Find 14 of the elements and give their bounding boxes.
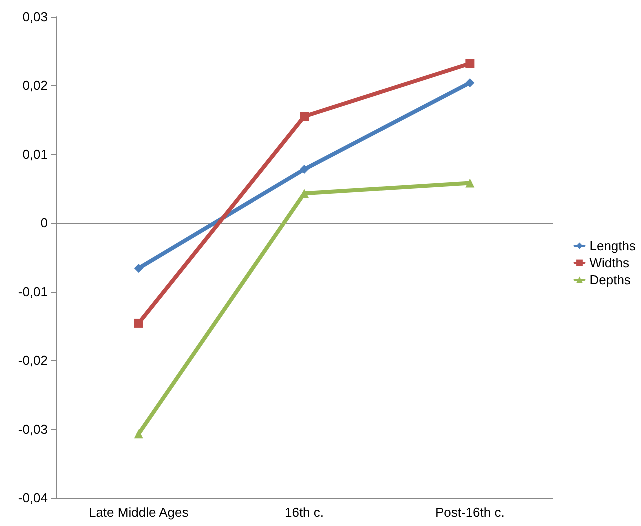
legend-label: Widths	[590, 256, 630, 270]
y-tick-label: 0	[40, 216, 48, 231]
x-tick-label: 16th c.	[284, 505, 324, 520]
y-tick-label: -0,03	[18, 422, 48, 437]
x-tick-label: Post-16th c.	[435, 505, 505, 520]
y-tick-label: -0,02	[18, 353, 48, 368]
y-tick-label: 0,02	[22, 78, 48, 94]
y-tick-label: -0,04	[18, 490, 48, 506]
y-tick-label: 0,03	[22, 10, 48, 24]
y-tick-label: -0,01	[18, 284, 48, 300]
x-tick-label: Late Middle Ages	[88, 505, 190, 520]
legend-label: Lengths	[590, 238, 636, 254]
y-tick-label: 0,01	[22, 146, 48, 162]
legend-label: Depths	[590, 272, 632, 288]
